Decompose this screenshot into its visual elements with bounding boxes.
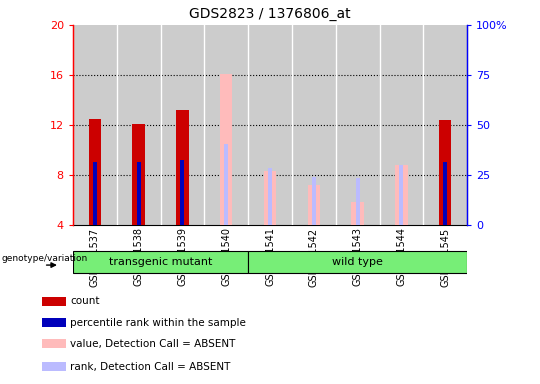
Text: count: count	[70, 296, 99, 306]
Bar	[93, 162, 97, 225]
Bar	[312, 177, 316, 225]
Bar	[132, 124, 145, 225]
Bar	[42, 297, 66, 306]
Bar	[356, 179, 360, 225]
Bar	[264, 171, 276, 225]
Bar	[73, 251, 248, 273]
Text: wild type: wild type	[332, 257, 383, 266]
Title: GDS2823 / 1376806_at: GDS2823 / 1376806_at	[189, 7, 351, 21]
Bar	[248, 251, 467, 273]
Bar	[352, 202, 364, 225]
Bar	[395, 165, 408, 225]
Bar	[443, 162, 447, 225]
Text: rank, Detection Call = ABSENT: rank, Detection Call = ABSENT	[70, 362, 231, 372]
Bar	[400, 165, 403, 225]
Text: transgenic mutant: transgenic mutant	[109, 257, 212, 266]
Bar	[220, 74, 232, 225]
Bar	[439, 120, 451, 225]
Bar	[268, 169, 272, 225]
Text: percentile rank within the sample: percentile rank within the sample	[70, 318, 246, 328]
Bar	[42, 362, 66, 371]
Bar	[308, 185, 320, 225]
Bar	[224, 144, 228, 225]
Bar	[42, 318, 66, 327]
Bar	[137, 162, 140, 225]
Bar	[176, 110, 188, 225]
Text: value, Detection Call = ABSENT: value, Detection Call = ABSENT	[70, 339, 235, 349]
Bar	[89, 119, 101, 225]
Bar	[180, 160, 184, 225]
Bar	[42, 339, 66, 348]
Text: genotype/variation: genotype/variation	[2, 254, 87, 263]
